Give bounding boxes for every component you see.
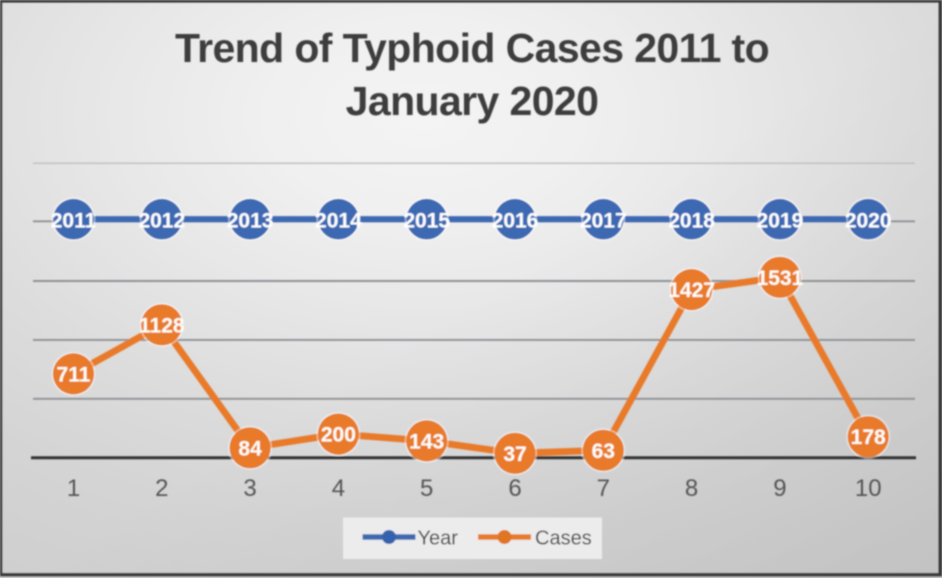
svg-text:1531: 1531 <box>757 267 804 290</box>
svg-text:2013: 2013 <box>227 210 274 233</box>
svg-text:2015: 2015 <box>403 210 450 233</box>
svg-text:84: 84 <box>238 437 262 460</box>
svg-text:January 2020: January 2020 <box>346 78 599 124</box>
svg-text:5: 5 <box>420 475 433 502</box>
svg-text:7: 7 <box>597 475 610 502</box>
svg-text:2017: 2017 <box>580 210 627 233</box>
svg-text:Cases: Cases <box>535 528 592 550</box>
svg-text:2011: 2011 <box>51 210 97 233</box>
svg-text:2018: 2018 <box>668 210 715 233</box>
svg-text:711: 711 <box>57 363 91 386</box>
svg-text:2: 2 <box>155 475 168 502</box>
svg-text:2019: 2019 <box>757 210 804 233</box>
svg-text:2014: 2014 <box>315 210 362 233</box>
svg-text:1: 1 <box>67 475 80 502</box>
svg-text:178: 178 <box>851 426 886 449</box>
svg-text:6: 6 <box>508 475 521 502</box>
svg-text:2012: 2012 <box>138 210 185 233</box>
svg-text:Trend of Typhoid Cases 2011 to: Trend of Typhoid Cases 2011 to <box>175 25 769 71</box>
svg-text:10: 10 <box>855 475 882 502</box>
svg-text:143: 143 <box>409 430 444 453</box>
svg-text:37: 37 <box>503 443 526 466</box>
svg-text:1427: 1427 <box>668 279 715 302</box>
svg-text:Year: Year <box>418 528 459 550</box>
svg-text:4: 4 <box>332 475 345 502</box>
svg-text:8: 8 <box>685 475 698 502</box>
svg-text:2016: 2016 <box>492 210 539 233</box>
svg-text:2020: 2020 <box>845 210 892 233</box>
svg-text:200: 200 <box>321 424 356 447</box>
svg-text:3: 3 <box>243 475 256 502</box>
svg-text:9: 9 <box>773 475 786 502</box>
svg-text:1128: 1128 <box>139 314 185 337</box>
svg-text:63: 63 <box>592 440 615 463</box>
